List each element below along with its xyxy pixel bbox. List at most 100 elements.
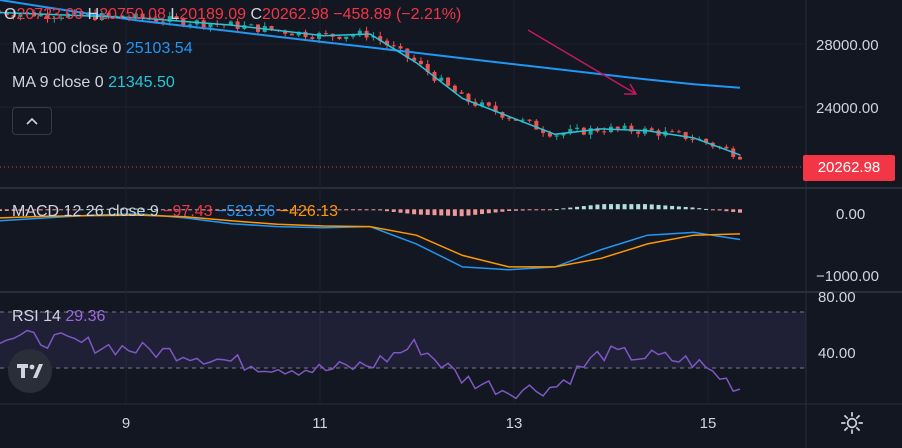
candle-body: [154, 19, 159, 22]
macd-histogram-bar: [615, 204, 620, 210]
macd-histogram-bar: [249, 209, 254, 211]
macd-histogram-bar: [724, 209, 729, 212]
trend-arrow[interactable]: [527, 29, 637, 95]
macd-histogram-bar: [283, 209, 288, 211]
macd-histogram-bar: [425, 209, 430, 215]
macd-histogram-bar: [317, 209, 322, 211]
candle-body: [106, 13, 111, 16]
ma100-label: MA 100 close 0: [12, 40, 122, 57]
logo-glyph-icon: [17, 364, 43, 378]
macd-histogram-bar: [310, 209, 315, 211]
macd-histogram-bar: [432, 209, 437, 216]
tradingview-logo-icon[interactable]: [8, 349, 52, 393]
macd-legend[interactable]: MACD 12 26 close 9 −97.43 −523.56 −426.1…: [12, 203, 338, 221]
macd-histogram-bar: [154, 209, 159, 211]
candle-body: [466, 93, 471, 102]
candle-body: [439, 77, 444, 81]
macd-histogram-bar: [704, 208, 709, 210]
time-axis-tick: 13: [506, 415, 523, 432]
macd-histogram-bar: [473, 209, 478, 215]
candle-body: [493, 105, 498, 113]
candle-body: [541, 129, 546, 134]
macd-histogram-bar: [86, 209, 91, 211]
macd-histogram-bar: [513, 209, 518, 211]
macd-histogram-bar: [656, 204, 661, 210]
candle-body: [201, 20, 206, 28]
candle-body: [629, 125, 634, 132]
grid: [0, 0, 806, 404]
macd-histogram-bar: [59, 209, 64, 211]
rsi-legend[interactable]: RSI 14 29.36: [12, 308, 105, 326]
macd-histogram-bar: [25, 209, 30, 211]
macd-histogram-bar: [208, 209, 213, 211]
macd-histogram-bar: [113, 208, 118, 210]
open-value: 20723.00: [16, 6, 84, 23]
candle-body: [351, 35, 356, 37]
ma100-legend[interactable]: MA 100 close 0 25103.54: [12, 40, 193, 58]
candle-body: [289, 33, 294, 36]
candle-body: [690, 138, 695, 140]
macd-axis-tick: −1000.00: [816, 268, 879, 285]
collapse-legend-button[interactable]: [12, 107, 52, 135]
candle-body: [357, 30, 362, 36]
rsi-value: 29.36: [65, 308, 106, 325]
macd-histogram-bar: [289, 209, 294, 211]
macd-histogram-bar: [4, 209, 9, 211]
rsi-axis-tick: 40.00: [818, 345, 856, 362]
candle-body: [615, 126, 620, 129]
gear-icon[interactable]: [839, 410, 865, 436]
macd-histogram-bar: [120, 208, 125, 210]
macd-histogram-bar: [242, 209, 247, 211]
macd-histogram-bar: [126, 208, 131, 210]
macd-histogram-bar: [575, 206, 580, 210]
macd-histogram-bar: [554, 209, 559, 211]
close-value: 20262.98: [262, 6, 329, 23]
candle-body: [547, 133, 552, 137]
macd-histogram-bar: [215, 209, 220, 211]
macd-histogram-bar: [93, 208, 98, 210]
candle-body: [412, 57, 417, 61]
candle-body: [507, 117, 512, 119]
macd-histogram-bar: [446, 209, 451, 216]
macd-histogram-bar: [99, 208, 104, 210]
low-label: L: [170, 6, 180, 23]
candle-body: [405, 48, 410, 58]
macd-signal-value: −426.13: [279, 203, 339, 220]
macd-histogram-bar: [609, 204, 614, 210]
candle-body: [18, 14, 23, 17]
macd-line: [0, 213, 741, 271]
candle-body: [174, 16, 179, 19]
macd-label: MACD 12 26 close 9: [12, 203, 159, 220]
candle-body: [323, 33, 328, 35]
macd-histogram-bar: [147, 208, 152, 210]
macd-histogram-bar: [710, 209, 715, 211]
close-label: C: [250, 6, 263, 23]
high-label: H: [87, 6, 100, 23]
candle-body: [167, 16, 172, 22]
candle-body: [520, 119, 525, 121]
macd-histogram-bar: [507, 209, 512, 212]
macd-histogram-bar: [38, 209, 43, 211]
time-axis-tick: 15: [700, 415, 717, 432]
macd-histogram-bar: [717, 209, 722, 211]
ma9-legend[interactable]: MA 9 close 0 21345.50: [12, 74, 175, 92]
candle-body: [554, 135, 559, 137]
macd-histogram-bar: [412, 209, 417, 215]
price-axis-tick: 28000.00: [816, 37, 879, 54]
high-value: 20750.08: [99, 6, 166, 23]
macd-histogram-bar: [344, 209, 349, 211]
macd-histogram-bar: [541, 209, 546, 211]
macd-histogram-bar: [588, 205, 593, 210]
macd-histogram-bar: [194, 209, 199, 211]
macd-histogram-bar: [466, 209, 471, 216]
macd-hist-value: −97.43: [163, 203, 213, 220]
candle-body: [568, 129, 573, 134]
macd-histogram-bar: [188, 209, 193, 211]
macd-histogram-bar: [683, 206, 688, 210]
macd-histogram-bar: [486, 209, 491, 214]
macd-histogram-bar: [568, 207, 573, 210]
candle-body: [384, 40, 389, 46]
candle-body: [602, 131, 607, 133]
open-label: O: [4, 6, 17, 23]
